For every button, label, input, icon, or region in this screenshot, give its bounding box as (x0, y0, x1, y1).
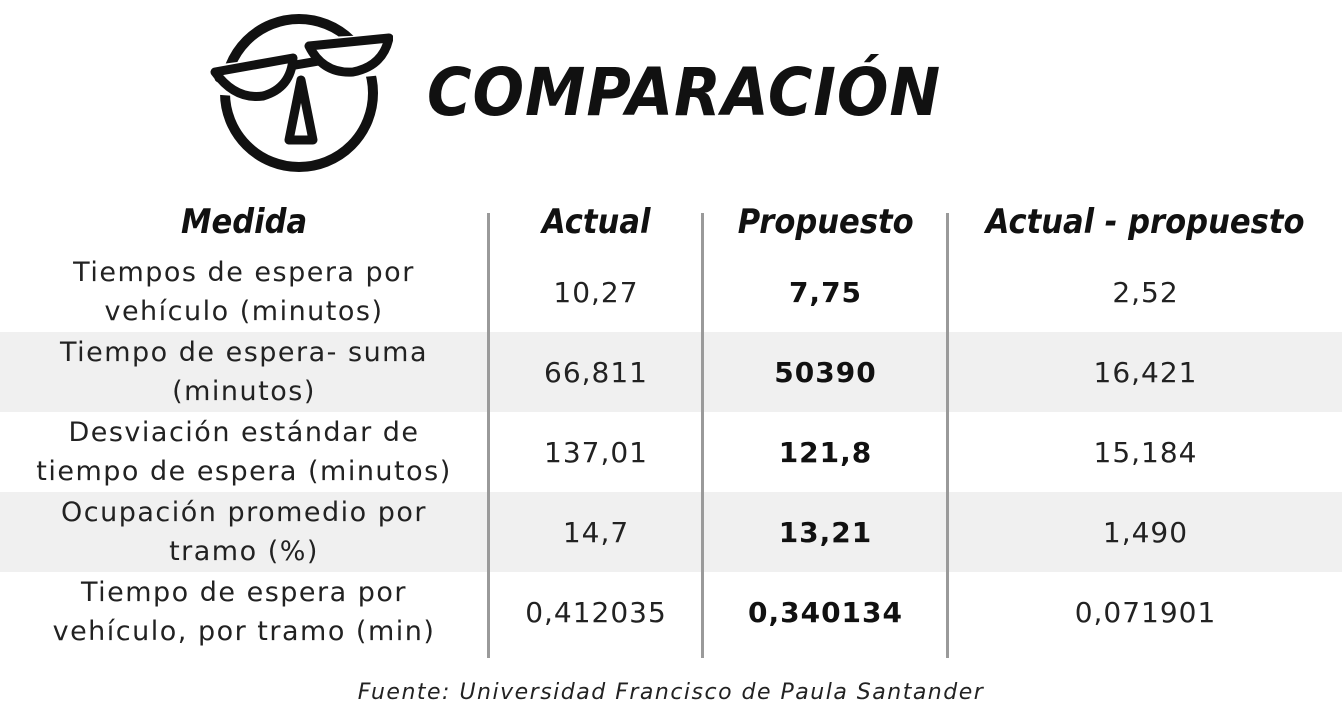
column-header-medida: Medida (180, 202, 308, 242)
page-title: COMPARACIÓN (427, 54, 942, 131)
actual-cell: 66,811 (544, 355, 648, 389)
propuesto-cell: 0,340134 (747, 595, 903, 629)
diferencia-cell: 1,490 (1102, 515, 1189, 549)
actual-cell: 137,01 (544, 435, 648, 469)
table-row: Desviación estándar de tiempo de espera (… (0, 412, 1342, 492)
column-header-diferencia: Actual - propuesto (986, 202, 1305, 242)
source-caption: Fuente: Universidad Francisco de Paula S… (357, 680, 985, 705)
diferencia-cell: 0,071901 (1074, 595, 1217, 629)
column-header-actual: Actual (541, 202, 651, 242)
measure-cell: Tiempo de espera- suma (minutos) (59, 337, 429, 407)
balance-scale-icon (207, 14, 393, 172)
table-header-row: Medida Actual Propuesto Actual - propues… (0, 192, 1342, 252)
column-header-propuesto: Propuesto (737, 202, 914, 242)
table-row: Tiempo de espera- suma (minutos) 66,811 5… (0, 332, 1342, 412)
diferencia-cell: 2,52 (1112, 275, 1179, 309)
actual-cell: 0,412035 (525, 595, 667, 629)
diferencia-cell: 16,421 (1093, 355, 1198, 389)
column-divider (701, 213, 704, 658)
actual-cell: 14,7 (562, 515, 630, 549)
actual-cell: 10,27 (553, 275, 639, 309)
table-row: Ocupación promedio por tramo (%) 14,7 13,… (0, 492, 1342, 572)
measure-cell: Tiempos de espera por vehículo (minutos) (73, 257, 415, 327)
table-row: Tiempos de espera por vehículo (minutos) … (0, 252, 1342, 332)
page-header: COMPARACIÓN (205, 8, 986, 178)
measure-cell: Desviación estándar de tiempo de espera (… (36, 417, 452, 487)
table-row: Tiempo de espera por vehículo, por tramo … (0, 572, 1342, 652)
diferencia-cell: 15,184 (1093, 435, 1198, 469)
measure-cell: Tiempo de espera por vehículo, por tramo … (52, 577, 436, 647)
propuesto-cell: 121,8 (778, 435, 873, 469)
propuesto-cell: 7,75 (788, 275, 863, 309)
column-divider (946, 213, 949, 658)
propuesto-cell: 50390 (774, 355, 877, 389)
comparison-table: Medida Actual Propuesto Actual - propues… (0, 192, 1342, 652)
column-divider (487, 213, 490, 658)
measure-cell: Ocupación promedio por tramo (%) (60, 497, 428, 567)
propuesto-cell: 13,21 (778, 515, 873, 549)
